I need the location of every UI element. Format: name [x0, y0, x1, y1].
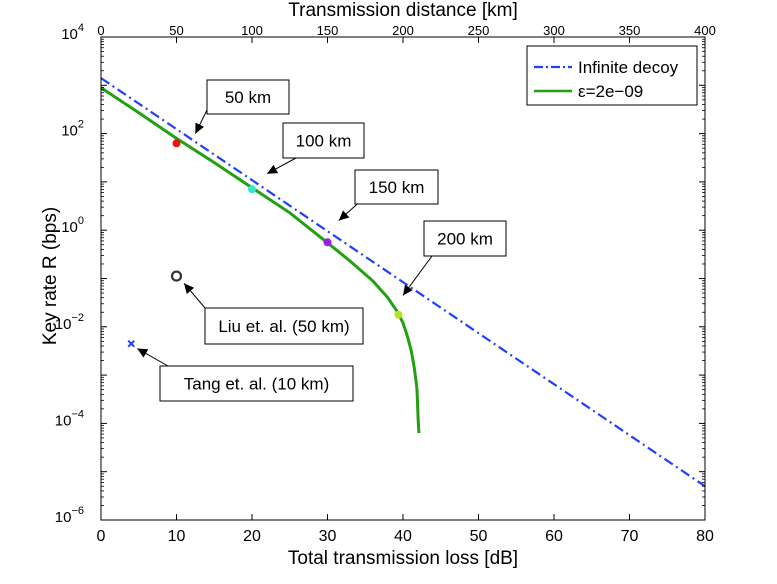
series-line-infinite-decoy: [100, 77, 706, 488]
x-tick-label: 50: [470, 528, 488, 545]
annotation-arrow-head: [195, 122, 205, 134]
x2-axis-label: Transmission distance [km]: [288, 0, 517, 21]
y-tick-label: 104: [61, 22, 84, 43]
x2-tick-label: 0: [97, 23, 104, 38]
y-tick-base: 10: [61, 219, 78, 236]
series-layer: [100, 77, 706, 488]
annotation-label: 150 km: [369, 178, 425, 197]
x-tick-label: 0: [97, 528, 106, 545]
x2-tick-label: 250: [468, 23, 490, 38]
legend-label-infinite-decoy: Infinite decoy: [578, 58, 679, 77]
y-tick-exponent: −6: [71, 505, 84, 517]
annotation-box: [204, 307, 364, 345]
x-tick-label: 40: [394, 528, 412, 545]
point-tang-et-al-10-km: [127, 339, 135, 348]
x-axis-label: Total transmission loss [dB]: [288, 548, 518, 569]
annotation-arrow-head: [338, 210, 350, 221]
legend-label-epsilon: ε=2e−09: [578, 82, 643, 101]
plot-area: [101, 37, 705, 520]
y-tick-base: 10: [61, 26, 78, 43]
y-tick-exponent: 2: [78, 119, 84, 131]
axis-layer: 0 10 20 30 40 50 60 70 800 50 100 150 200 250 300 350 40…: [55, 22, 716, 545]
y-tick-exponent: −2: [71, 312, 84, 324]
legend: Infinite decoy ε=2e−09: [526, 45, 698, 106]
annotation-box: [282, 122, 365, 159]
point-50-km: [172, 139, 181, 148]
annotation-box: [206, 79, 290, 115]
annotation-box: [354, 169, 439, 205]
y-tick-base: 10: [61, 123, 78, 140]
x-tick-label: 80: [696, 528, 714, 545]
point-200-km: [394, 310, 403, 319]
x-tick-label: 20: [243, 528, 261, 545]
annotation-arrow-head: [184, 283, 195, 294]
legend-box: [526, 45, 698, 106]
point-150-km: [323, 238, 332, 247]
point-100-km: [248, 185, 256, 194]
y-tick-base: 10: [55, 412, 72, 429]
annotation-box: [159, 365, 354, 402]
y-tick-label: 100: [61, 215, 84, 236]
annotation-layer: 50 km 100 km 150 km 200 km Liu et. al. (50 k…: [136, 79, 507, 402]
annotation-arrow-head: [403, 284, 413, 296]
y-tick-label: 102: [61, 119, 84, 140]
y-tick-exponent: −4: [71, 408, 84, 420]
x2-tick-label: 400: [694, 23, 716, 38]
x2-tick-label: 350: [619, 23, 641, 38]
point-tang-et-al-10-km-stroke-b: [127, 339, 135, 348]
y-tick-base: 10: [55, 316, 72, 333]
x2-tick-label: 150: [317, 23, 339, 38]
annotation-label: 100 km: [296, 132, 352, 151]
points-layer: [127, 139, 403, 348]
annotation-box: [423, 220, 507, 257]
annotation-arrow-head: [137, 348, 149, 358]
y-tick-base: 10: [55, 509, 72, 526]
y-tick-exponent: 0: [78, 215, 84, 227]
x-tick-label: 60: [545, 528, 563, 545]
annotation-label: 50 km: [225, 88, 271, 107]
x2-tick-label: 100: [241, 23, 263, 38]
series-line--2e-09: [100, 86, 421, 434]
y-tick-label: 10−4: [55, 408, 84, 429]
x2-tick-label: 200: [392, 23, 414, 38]
y-axis-label: Key rate R (bps): [40, 207, 61, 345]
x2-tick-label: 300: [543, 23, 565, 38]
y-tick-label: 10−6: [55, 505, 84, 526]
annotation-label: 200 km: [437, 230, 493, 249]
annotation-arrow-head: [267, 164, 279, 174]
x-tick-label: 30: [319, 528, 337, 545]
point-liu-et-al-50-km: [170, 270, 183, 282]
x-tick-label: 10: [168, 528, 186, 545]
annotation-label: Tang et. al. (10 km): [184, 375, 330, 394]
y-tick-label: 10−2: [55, 312, 84, 333]
y-tick-exponent: 4: [78, 22, 84, 34]
x-tick-label: 70: [621, 528, 639, 545]
annotation-label: Liu et. al. (50 km): [218, 317, 349, 336]
x2-tick-label: 50: [169, 23, 183, 38]
